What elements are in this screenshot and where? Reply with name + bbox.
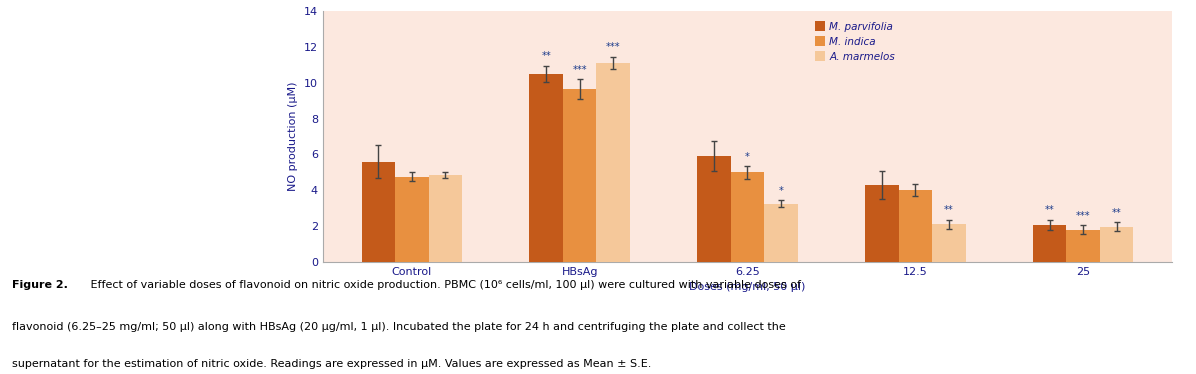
Text: **: ** (944, 205, 953, 215)
Text: *: * (779, 186, 783, 196)
Text: *: * (745, 151, 750, 162)
Bar (1067, 230, 1100, 262)
Bar (597, 63, 630, 262)
Bar (764, 203, 798, 262)
Y-axis label: NO production (μM): NO production (μM) (288, 82, 298, 191)
Text: **: ** (1044, 205, 1055, 215)
Text: ***: *** (1076, 211, 1091, 221)
X-axis label: Doses (mg/ml, 50 μl): Doses (mg/ml, 50 μl) (689, 282, 806, 292)
Bar (361, 162, 395, 262)
Text: ***: *** (573, 65, 587, 75)
Bar (697, 156, 731, 262)
Bar (865, 185, 898, 262)
Bar (932, 224, 965, 262)
Legend: M. parvifolia, M. indica, A. marmelos: M. parvifolia, M. indica, A. marmelos (814, 21, 895, 61)
Text: flavonoid (6.25–25 mg/ml; 50 μl) along with HBsAg (20 μg/ml, 1 μl). Incubated th: flavonoid (6.25–25 mg/ml; 50 μl) along w… (12, 322, 786, 332)
Bar (428, 175, 462, 262)
Text: Effect of variable doses of flavonoid on nitric oxide production. PBMC (10⁶ cell: Effect of variable doses of flavonoid on… (87, 280, 801, 291)
Bar (1100, 227, 1134, 262)
Bar (563, 89, 597, 262)
Bar (395, 177, 428, 262)
Text: Figure 2.: Figure 2. (12, 280, 68, 291)
Bar (731, 172, 764, 262)
Text: ***: *** (606, 42, 621, 52)
Bar (1033, 225, 1067, 262)
Text: supernatant for the estimation of nitric oxide. Readings are expressed in μM. Va: supernatant for the estimation of nitric… (12, 359, 652, 369)
Text: **: ** (542, 51, 551, 61)
Text: **: ** (1112, 208, 1122, 218)
Bar (530, 74, 563, 262)
Bar (898, 190, 932, 262)
